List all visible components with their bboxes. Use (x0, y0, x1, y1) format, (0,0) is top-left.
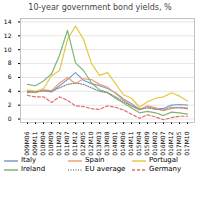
svg-text:4: 4 (8, 87, 12, 94)
html-text:Ireland: Ireland (21, 165, 46, 173)
svg-text:2010M09: 2010M09 (47, 131, 54, 156)
svg-text:12: 12 (4, 32, 12, 39)
svg-text:2009M11: 2009M11 (31, 131, 38, 156)
svg-text:2009M06: 2009M06 (23, 131, 30, 156)
html-text:Spain: Spain (85, 156, 105, 164)
svg-text:2014M01: 2014M01 (111, 131, 118, 156)
html-text:Italy: Italy (21, 156, 37, 164)
svg-text:2013M08: 2013M08 (103, 131, 110, 156)
svg-text:6: 6 (8, 73, 12, 80)
html-text:Portugal: Portugal (149, 156, 178, 164)
svg-text:2014M06: 2014M06 (119, 131, 126, 156)
svg-text:2015M04: 2015M04 (135, 131, 142, 156)
svg-text:8: 8 (8, 59, 12, 66)
svg-text:2011M12: 2011M12 (71, 131, 78, 156)
html-text:Germany: Germany (149, 165, 182, 173)
html-text:10-year government bond yields: 10-year government bond yields, % (28, 3, 172, 12)
html-text:EU average: EU average (85, 165, 126, 173)
svg-text:2017M10: 2017M10 (183, 131, 190, 156)
svg-text:2016M02: 2016M02 (151, 131, 158, 156)
svg-text:2012M05: 2012M05 (79, 131, 86, 156)
svg-text:2016M07: 2016M07 (159, 131, 166, 156)
svg-text:2010M04: 2010M04 (39, 131, 46, 156)
svg-text:14: 14 (4, 18, 12, 25)
svg-text:2016M12: 2016M12 (167, 131, 174, 156)
svg-text:0: 0 (8, 115, 12, 122)
svg-text:2017M05: 2017M05 (175, 131, 182, 156)
svg-text:2012M10: 2012M10 (87, 131, 94, 156)
svg-text:2013M03: 2013M03 (95, 131, 102, 156)
svg-text:2: 2 (8, 101, 12, 108)
svg-text:2011M02: 2011M02 (55, 131, 62, 156)
svg-text:2014M11: 2014M11 (127, 131, 134, 156)
svg-text:2015M09: 2015M09 (143, 131, 150, 156)
svg-text:2011M07: 2011M07 (63, 131, 70, 156)
svg-text:10: 10 (4, 46, 12, 53)
